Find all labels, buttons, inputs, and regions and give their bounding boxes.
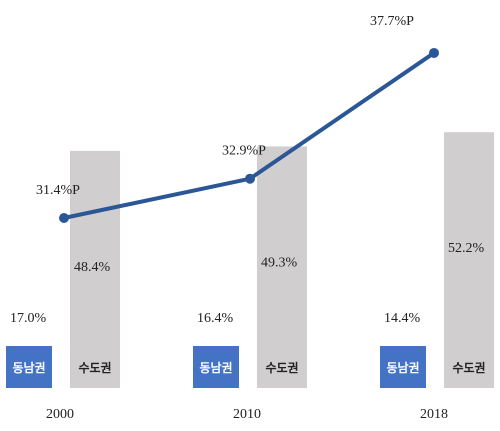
bar-southeast-value-label: 14.4% xyxy=(384,311,421,326)
bar-southeast xyxy=(380,346,426,388)
x-tick-label: 2000 xyxy=(46,407,74,422)
bar-capital xyxy=(70,150,120,388)
gap-line-point xyxy=(59,213,69,223)
gap-line-point xyxy=(245,173,255,184)
bar-southeast-name-label: 동남권 xyxy=(12,360,45,375)
bar-capital xyxy=(444,132,494,388)
bar-capital-value-label: 48.4% xyxy=(74,260,111,275)
bar-southeast xyxy=(6,346,52,388)
gap-line-point xyxy=(429,47,439,58)
bar-capital-value-label: 49.3% xyxy=(261,255,298,270)
bar-southeast-value-label: 17.0% xyxy=(10,311,47,326)
bar-capital-name-label: 수도권 xyxy=(265,361,298,375)
gap-line-value-label: 32.9%P xyxy=(222,144,266,159)
x-tick-label: 2018 xyxy=(420,407,448,422)
bar-southeast xyxy=(193,346,239,388)
bar-capital-name-label: 수도권 xyxy=(452,361,485,375)
bar-southeast-name-label: 동남권 xyxy=(386,360,419,375)
x-tick-label: 2010 xyxy=(233,407,261,422)
gap-line-value-label: 37.7%P xyxy=(370,14,414,29)
bar-southeast-name-label: 동남권 xyxy=(199,360,232,375)
bar-capital-name-label: 수도권 xyxy=(78,361,111,375)
bar-southeast-value-label: 16.4% xyxy=(197,311,234,326)
gap-line-value-label: 31.4%P xyxy=(36,183,80,198)
bar-capital xyxy=(257,146,307,388)
bar-capital-value-label: 52.2% xyxy=(448,241,485,256)
